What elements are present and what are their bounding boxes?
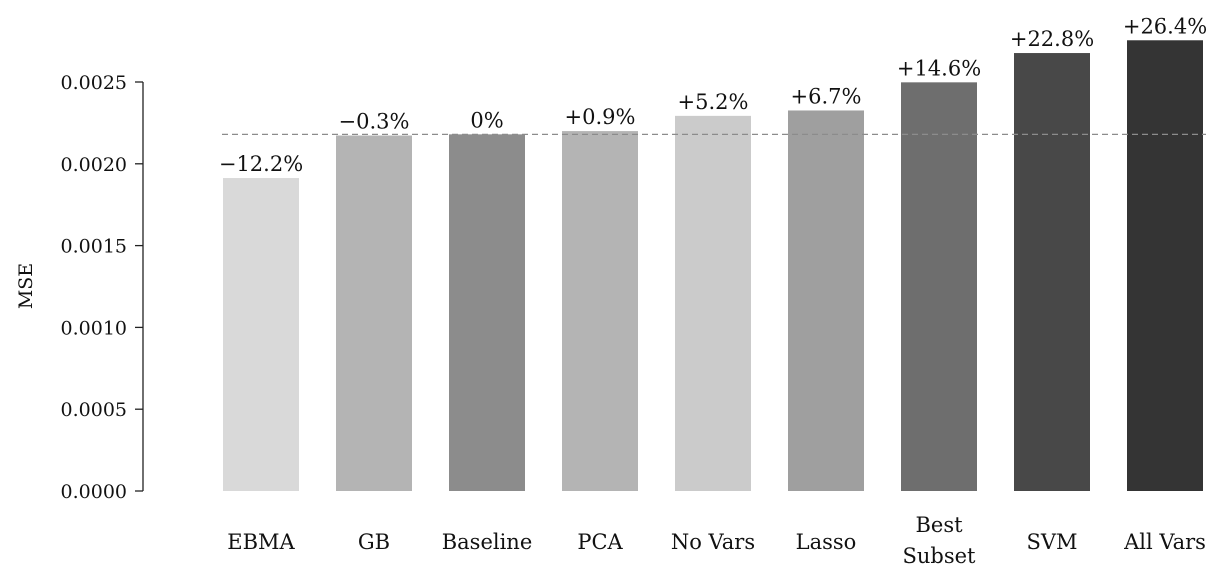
x-axis-category-labels: EBMA GB Baseline PCA No Vars Lasso Best Subset S…	[227, 513, 1206, 566]
data-label: +26.4%	[1123, 14, 1207, 38]
y-axis: 0.0000 0.0005 0.0010 0.0015 0.0020 0.0025	[61, 72, 144, 503]
x-tick-label: Lasso	[796, 530, 857, 554]
y-tick-label: 0.0015	[61, 236, 127, 258]
bar-pca	[562, 131, 638, 491]
bar-best-subset	[901, 82, 977, 491]
data-label: 0%	[470, 108, 503, 132]
bar-all-vars	[1127, 40, 1203, 491]
data-label: −0.3%	[339, 109, 410, 133]
y-tick-label: 0.0005	[61, 399, 127, 421]
x-tick-label: All Vars	[1123, 530, 1206, 554]
bars	[223, 40, 1203, 492]
y-tick-label: 0.0025	[61, 72, 127, 94]
x-tick-label: PCA	[577, 530, 623, 554]
data-label: +6.7%	[791, 84, 862, 108]
y-tick-label: 0.0000	[61, 481, 127, 503]
x-tick-label: No Vars	[671, 530, 755, 554]
data-label: +5.2%	[678, 90, 749, 114]
y-axis-title: MSE	[15, 263, 37, 309]
bar-lasso	[788, 110, 864, 491]
x-tick-label: SVM	[1026, 530, 1077, 554]
y-tick-label: 0.0010	[61, 317, 127, 339]
bar-svm	[1014, 53, 1090, 492]
data-labels: −12.2% −0.3% 0% +0.9% +5.2% +6.7% +14.6% +22.8%…	[219, 14, 1207, 176]
data-label: −12.2%	[219, 152, 303, 176]
data-label: +0.9%	[565, 105, 636, 129]
bar-no-vars	[675, 115, 751, 491]
x-tick-label: GB	[358, 530, 390, 554]
x-tick-label: EBMA	[227, 530, 295, 554]
data-label: +14.6%	[897, 56, 981, 80]
x-tick-label: Best Subset	[903, 513, 977, 566]
x-tick-label: Baseline	[442, 530, 533, 554]
bar-ebma	[223, 178, 299, 491]
bar-baseline	[449, 134, 525, 492]
data-label: +22.8%	[1010, 27, 1094, 51]
bar-gb	[336, 135, 412, 491]
y-tick-label: 0.0020	[61, 154, 127, 176]
